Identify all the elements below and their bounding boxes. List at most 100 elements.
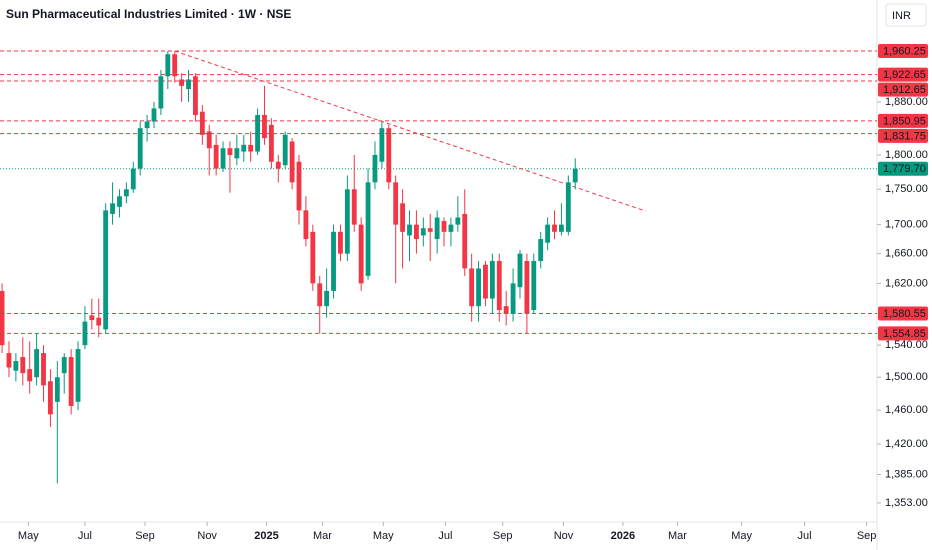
candle-body [262,114,267,139]
x-tick-label: Sep [857,530,877,542]
candle-body [172,54,178,77]
candle-body [407,224,412,236]
candle-body [130,168,136,190]
x-tick-label: Jul [438,530,452,542]
price-label-box [878,128,928,143]
candle-body [344,189,350,254]
price-label-box [878,326,928,341]
price-label: 1,580.55 [883,308,926,320]
candle-body [27,369,33,382]
candle-body [234,148,240,159]
price-label: 1,960.25 [883,45,926,57]
candle-body [296,161,302,211]
y-tick-label: 1,353.00 [885,497,928,509]
candle-body [400,203,406,232]
x-tick-label: May [373,530,394,542]
candle-body [199,111,205,135]
price-label-box [878,82,928,97]
price-label: 1,831.75 [883,130,926,142]
candle-body [158,76,164,109]
candle-body [206,131,212,149]
x-tick-label: Nov [197,530,217,542]
candle-body [89,315,95,321]
candle-body [282,134,288,166]
candle-body [61,357,67,374]
candle-body [413,224,419,240]
candle-body [372,154,378,183]
y-tick-label: 1,420.00 [885,438,928,450]
chart-title: Sun Pharmaceutical Industries Limited · … [6,7,291,21]
candle-body [476,268,481,307]
candle-body [227,148,233,155]
price-label-box [878,43,928,58]
candle-body [179,79,185,86]
currency-box[interactable] [885,3,927,27]
candle-body [489,261,495,299]
candle-body [441,221,447,232]
candle-body [47,381,53,415]
price-label-box [878,67,928,82]
candle-body [386,128,392,183]
candle-body [483,264,488,299]
candle-body [503,306,509,314]
candle-body [0,290,5,346]
candle-body [427,228,433,232]
candle-body [524,261,530,314]
candle-body [41,353,46,386]
candle-body [275,161,281,169]
candle-body [137,128,143,169]
candle-body [20,357,26,374]
candle-body [324,290,330,307]
candle-body [34,349,40,378]
candle-body [165,54,171,77]
candle-body [68,357,74,406]
x-tick-label: May [731,530,752,542]
candle-body [220,148,226,169]
price-label: 1,850.95 [883,115,926,127]
x-tick-label: Jul [797,530,811,542]
candle-body [213,144,219,169]
candle-body [331,231,336,291]
candle-body [123,189,129,197]
candle-body [462,213,468,269]
candle-body [255,114,260,152]
candle-body [358,224,364,284]
price-label: 1,554.85 [883,328,926,340]
candle-body [96,317,102,326]
y-tick-label: 1,620.00 [885,277,928,289]
x-tick-label: 2025 [254,530,278,542]
candle-body [289,141,295,183]
candle-body [559,224,564,232]
candle-body [248,144,254,152]
candle-body [351,189,357,225]
candle-body [117,196,122,207]
candle-body [420,228,426,236]
candle-body [510,283,516,314]
candle-body [552,224,557,232]
y-tick-label: 1,460.00 [885,404,928,416]
price-label: 1,912.65 [883,84,926,96]
candle-body [13,361,19,371]
price-label: 1,779.70 [883,163,926,175]
y-tick-label: 1,660.00 [885,248,928,260]
candle-body [54,377,60,402]
candle-body [531,261,537,311]
x-tick-label: Jul [78,530,92,542]
x-tick-label: Mar [668,530,687,542]
candle-body [455,217,461,225]
candle-body [517,253,523,288]
candle-body [379,128,385,162]
currency[interactable]: INR [892,10,911,22]
candle-body [303,210,309,240]
price-label-box [878,113,928,128]
candle-body [496,261,502,311]
y-tick-label: 1,880.00 [885,96,928,108]
price-label-box [878,161,928,176]
candle-body [434,217,440,240]
candle-body [6,353,12,368]
candle-body [103,210,109,330]
candle-body [317,283,323,307]
y-tick-label: 1,540.00 [885,339,928,351]
candle-body [538,239,544,262]
